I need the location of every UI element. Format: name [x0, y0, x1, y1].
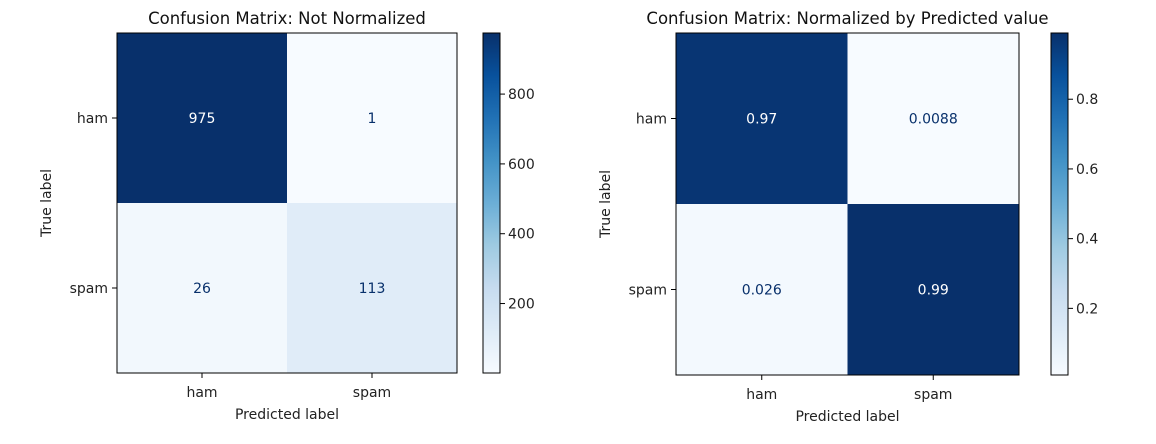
colorbar [482, 32, 501, 374]
matrix-cell-ham-spam [847, 33, 1019, 204]
y-axis-label: True label [598, 170, 614, 239]
cell-value-spam-spam: 0.99 [918, 283, 949, 299]
colorbar-tick-label: 0.4 [1076, 232, 1098, 248]
y-tick-label-spam: spam [629, 283, 667, 299]
matrix-cell-spam-spam [847, 204, 1019, 375]
matrix-cell-ham-ham [117, 33, 287, 203]
colorbar-tick-label: 400 [508, 227, 535, 243]
colorbar-tick-label: 800 [508, 87, 535, 103]
matrix-cell-ham-spam [287, 33, 457, 203]
chart-title: Confusion Matrix: Not Normalized [148, 9, 426, 28]
cell-value-spam-spam: 113 [359, 281, 386, 297]
x-tick-label-spam: spam [353, 385, 391, 401]
x-tick-label-ham: ham [186, 385, 217, 401]
matrix-cell-spam-ham [117, 203, 287, 373]
y-tick-label-ham: ham [77, 111, 108, 127]
y-tick-label-ham: ham [636, 112, 667, 128]
chart-title: Confusion Matrix: Normalized by Predicte… [646, 9, 1048, 28]
y-tick-label-spam: spam [70, 281, 108, 297]
colorbar-tick-label: 0.2 [1076, 301, 1098, 317]
cell-value-ham-spam: 0.0088 [909, 112, 958, 128]
x-axis-label: Predicted label [235, 407, 339, 423]
cell-value-spam-ham: 0.026 [742, 283, 782, 299]
y-axis-label: True label [39, 169, 55, 238]
cell-value-ham-spam: 1 [368, 111, 377, 127]
chart-panel-1: 975 1 26 113 ham spam ham spam Confusion Matrix:… [39, 9, 535, 423]
colorbar-tick-label: 200 [508, 297, 535, 313]
matrix-cell-spam-ham [676, 204, 848, 375]
x-axis-label: Predicted label [795, 409, 899, 425]
colorbar-tick-label: 600 [508, 157, 535, 173]
colorbar-tick-label: 0.6 [1076, 162, 1098, 178]
cell-value-ham-ham: 975 [189, 111, 216, 127]
x-tick-label-ham: ham [746, 387, 777, 403]
chart-panel-2: 0.97 0.0088 0.026 0.99 ham spam ham spam Confusi… [598, 9, 1098, 425]
plot-frame [116, 32, 458, 374]
colorbar-tick-label: 0.8 [1076, 92, 1098, 108]
x-tick-label-spam: spam [914, 387, 952, 403]
cell-value-spam-ham: 26 [193, 281, 211, 297]
cell-value-ham-ham: 0.97 [746, 112, 777, 128]
plot-frame [675, 32, 1020, 376]
colorbar [1050, 32, 1069, 376]
matrix-cell-ham-ham [676, 33, 848, 204]
matrix-cell-spam-spam [287, 203, 457, 373]
